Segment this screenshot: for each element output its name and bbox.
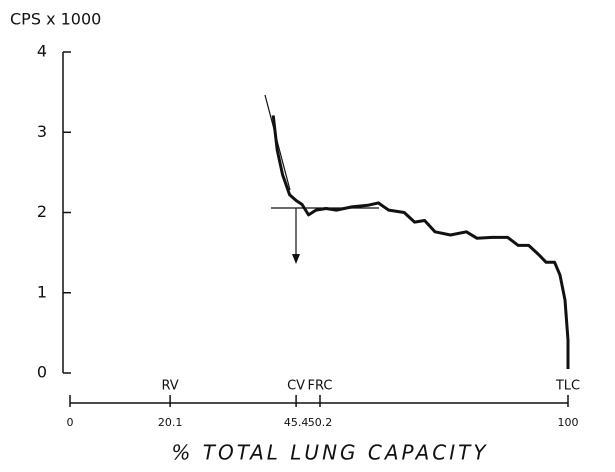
arrow-head (292, 254, 300, 264)
y-axis-label: CPS x 1000 (10, 10, 101, 29)
x-tick-label: 20.1 (158, 416, 183, 429)
annotation: TLC (555, 379, 580, 394)
y-tick-label: 0 (37, 363, 47, 382)
annotation: FRC (308, 379, 333, 394)
annotation: CV (287, 379, 305, 394)
annotation: RV (161, 379, 178, 394)
x-tick-label: 0 (67, 416, 74, 429)
x-axis-label: % TOTAL LUNG CAPACITY (171, 441, 488, 465)
x-tick-label: 45.4 (284, 416, 309, 429)
y-tick-label: 3 (37, 122, 47, 141)
x-tick-label: 50.2 (308, 416, 333, 429)
x-tick-label: 100 (558, 416, 579, 429)
y-tick-label: 4 (37, 42, 47, 61)
y-tick-label: 1 (37, 282, 47, 301)
y-tick-label: 2 (37, 202, 47, 221)
data-line (271, 115, 570, 369)
